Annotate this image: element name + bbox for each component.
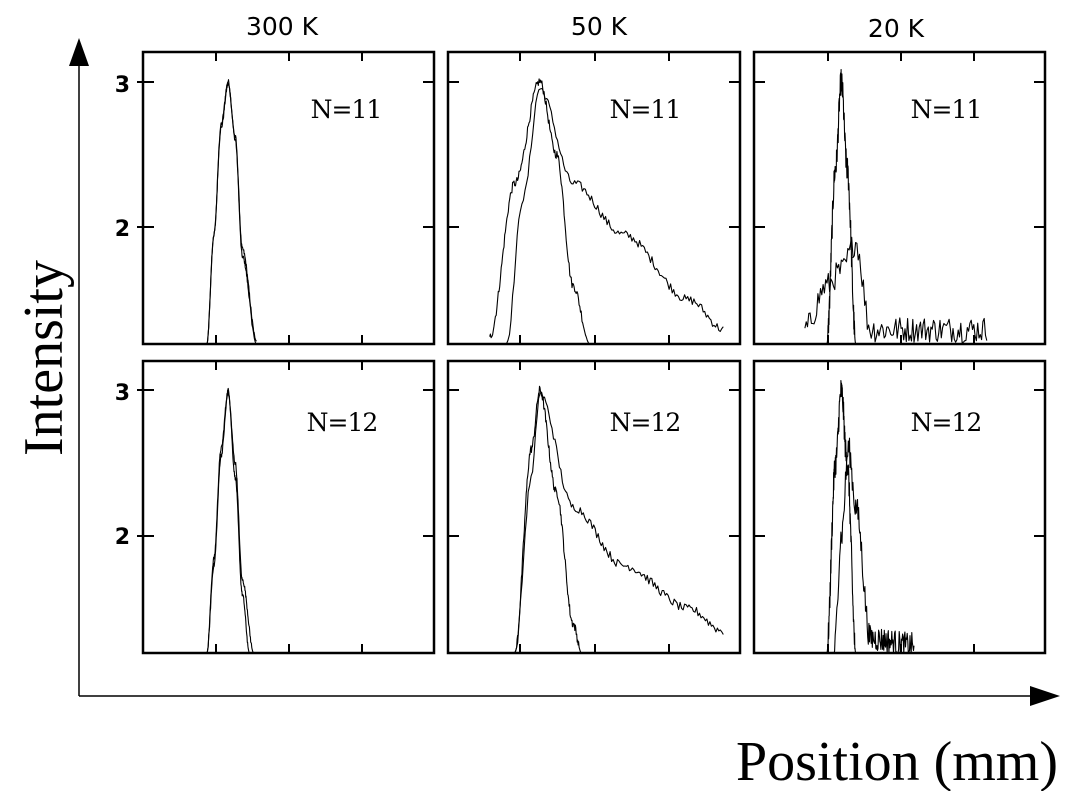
y-axis-arrowhead — [69, 38, 89, 66]
y-tick-label-3-row1: 3 — [115, 73, 130, 98]
trace-series-2 — [206, 82, 257, 345]
panel-frame-300k-n12 — [141, 359, 436, 655]
panel-label-300k-n12: N=12 — [307, 408, 378, 437]
y-tick-label-3-row2: 3 — [115, 381, 130, 406]
x-axis-title: Position (mm) — [736, 731, 1058, 791]
y-tick-label-2-row2: 2 — [115, 525, 130, 550]
trace-series-1 — [206, 387, 250, 654]
trace-series-1 — [489, 78, 591, 345]
panel-ticks — [137, 52, 1045, 653]
trace-series-1 — [206, 79, 257, 345]
column-title-20k: 20 K — [868, 14, 925, 43]
trace-series-2 — [206, 390, 255, 654]
trace-series-2 — [833, 437, 915, 654]
trace-series-1 — [826, 380, 857, 654]
panel-frame-20k-n11 — [752, 50, 1047, 346]
trace-series-1 — [826, 68, 857, 345]
panel-label-20k-n12: N=12 — [911, 408, 982, 437]
y-tick-label-2-row1: 2 — [115, 217, 130, 242]
panel-frame-300k-n11 — [141, 50, 436, 346]
panel-label-50k-n11: N=11 — [610, 95, 681, 124]
panel-traces — [206, 68, 988, 654]
column-title-50k: 50 K — [571, 12, 628, 41]
panel-label-300k-n11: N=11 — [311, 95, 382, 124]
trace-series-2 — [804, 236, 988, 344]
panel-frame-20k-n12 — [752, 359, 1047, 655]
trace-series-1 — [514, 385, 582, 654]
trace-series-2 — [514, 391, 724, 654]
column-title-300k: 300 K — [246, 12, 319, 41]
panel-label-20k-n11: N=11 — [911, 95, 982, 124]
x-axis-arrowhead — [1030, 686, 1060, 706]
panel-label-50k-n12: N=12 — [610, 408, 681, 437]
trace-series-2 — [505, 87, 724, 345]
panel-frame-50k-n11 — [446, 50, 742, 346]
y-axis-title: Intensity — [13, 260, 75, 456]
